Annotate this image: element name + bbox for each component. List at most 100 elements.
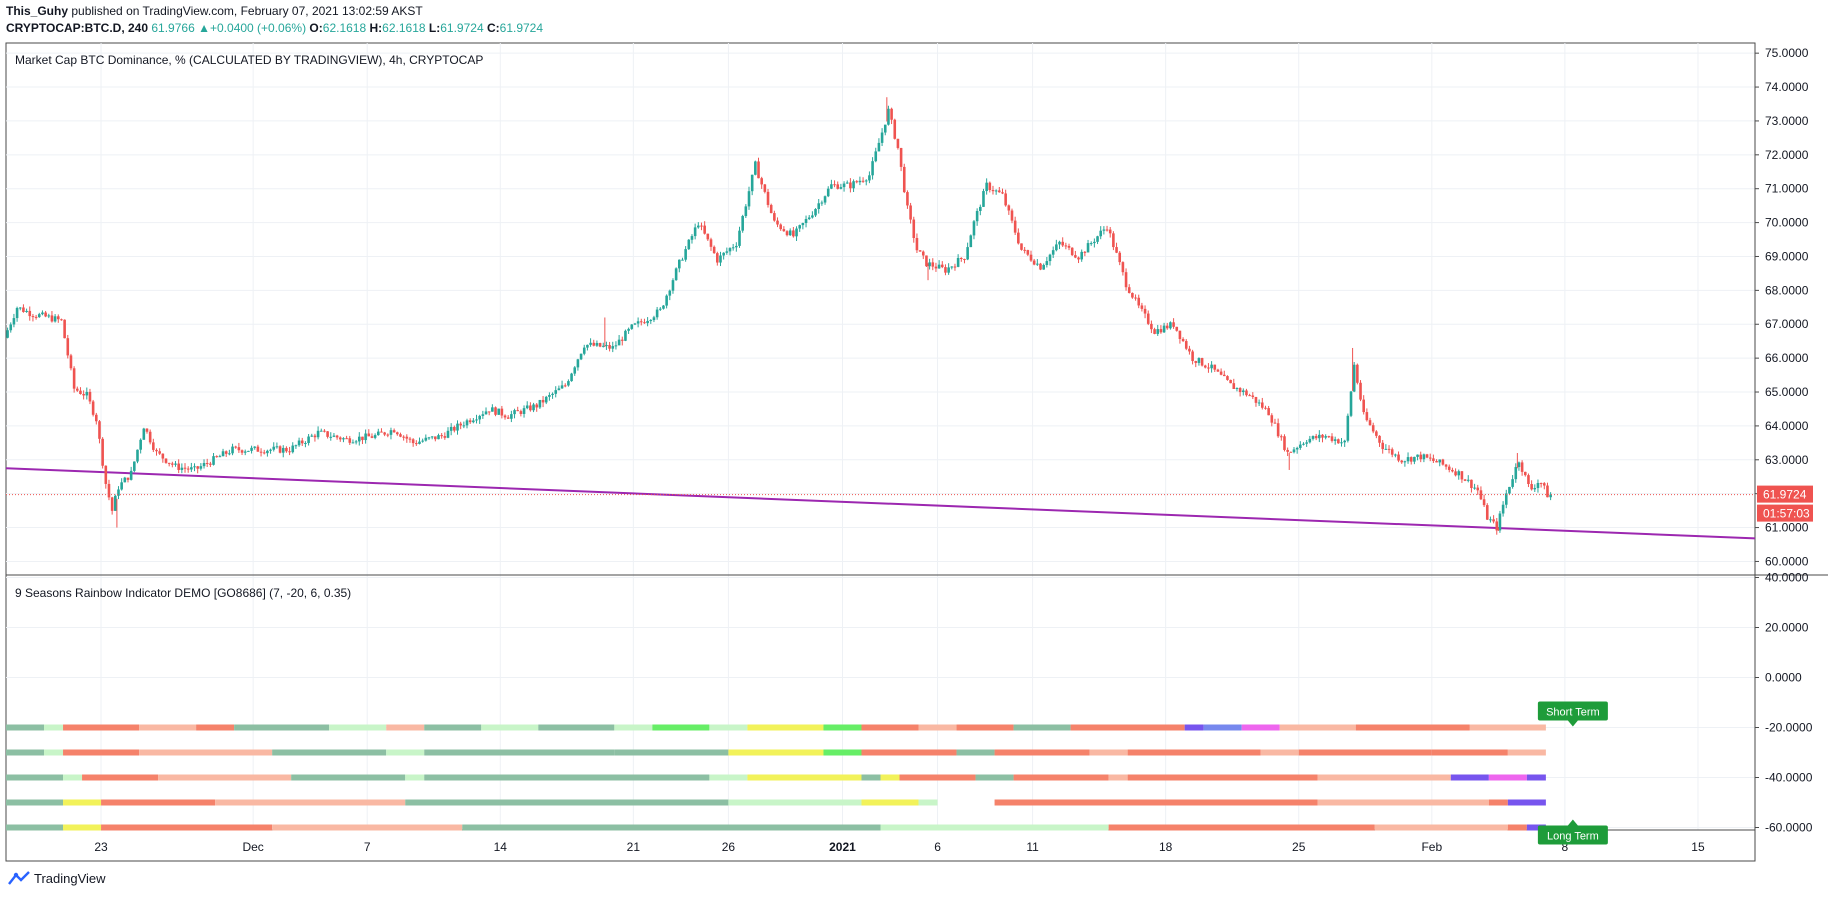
candle-body: [1172, 322, 1175, 327]
indicator-segment: [158, 774, 292, 781]
candle-body: [909, 205, 912, 220]
time-tick-label[interactable]: Dec: [242, 840, 263, 854]
candle-body: [636, 321, 640, 324]
candle-body: [386, 434, 390, 436]
candle-body: [966, 247, 969, 260]
time-tick-label[interactable]: 23: [94, 840, 108, 854]
price-tick-label[interactable]: 64.0000: [1765, 419, 1809, 433]
candle-body: [1333, 439, 1337, 441]
indicator-segment: [1184, 724, 1204, 731]
candle-body: [652, 317, 656, 321]
time-tick-label[interactable]: 18: [1159, 840, 1173, 854]
price-tick-label[interactable]: 63.0000: [1765, 453, 1809, 467]
time-tick-label[interactable]: 8: [1562, 840, 1569, 854]
candle-body: [627, 328, 630, 331]
indicator-tick-label[interactable]: -60.0000: [1765, 821, 1813, 835]
author-name[interactable]: This_Guhy: [6, 4, 69, 18]
candle-body: [1108, 229, 1112, 234]
candle-body: [1305, 442, 1308, 444]
time-tick-label[interactable]: 26: [722, 840, 736, 854]
low-label: L:: [428, 21, 441, 35]
candle-body: [773, 213, 776, 221]
candle-body: [760, 178, 763, 185]
time-tick-label[interactable]: Feb: [1421, 840, 1442, 854]
candle-body: [529, 405, 532, 411]
last-value: 61.9766: [151, 21, 195, 35]
indicator-segment: [1203, 724, 1242, 731]
price-tick-label[interactable]: 61.0000: [1765, 521, 1809, 535]
indicator-segment: [709, 724, 748, 731]
candle-body: [899, 147, 903, 167]
time-axis-labels[interactable]: 23 Dec 7 14 21 26 2021 6 11 18 25 Feb 8 15: [94, 840, 1705, 854]
time-tick-label[interactable]: 7: [364, 840, 371, 854]
price-axis-labels[interactable]: 75.0000 74.0000 73.0000 72.0000 71.0000 70.00…: [1755, 46, 1813, 835]
candle-body: [595, 343, 599, 346]
candle-body: [646, 320, 649, 324]
candle-body: [364, 433, 367, 441]
candle-body: [139, 439, 142, 450]
indicator-tick-label[interactable]: -40.0000: [1765, 771, 1813, 785]
indicator-segment: [918, 799, 938, 806]
candle-body: [706, 233, 710, 240]
long-term-label: Long Term: [1547, 831, 1599, 843]
time-tick-label[interactable]: 6: [934, 840, 941, 854]
price-tick-label[interactable]: 65.0000: [1765, 385, 1809, 399]
candle-body: [1403, 461, 1407, 463]
candle-body: [582, 347, 586, 354]
candle-body: [148, 431, 152, 443]
candle-body: [1213, 364, 1217, 370]
candle-body: [871, 161, 874, 176]
candle-body: [589, 342, 592, 345]
candle-body: [500, 408, 504, 416]
time-tick-label[interactable]: 15: [1691, 840, 1705, 854]
indicator-tick-label[interactable]: 20.0000: [1765, 621, 1809, 635]
candle-body: [510, 414, 513, 419]
candle-body: [1492, 519, 1495, 522]
time-tick-label[interactable]: 25: [1292, 840, 1306, 854]
candle-body: [1067, 245, 1071, 248]
countdown-tag: [1757, 504, 1813, 522]
candle-body: [326, 431, 329, 437]
price-tick-label[interactable]: 72.0000: [1765, 148, 1809, 162]
price-tick-label[interactable]: 67.0000: [1765, 317, 1809, 331]
time-tick-label[interactable]: 14: [494, 840, 508, 854]
candle-body: [120, 482, 123, 490]
candle-body: [1074, 255, 1077, 258]
indicator-tick-label[interactable]: 40.0000: [1765, 571, 1809, 585]
candle-body: [513, 410, 516, 415]
indicator-tick-label[interactable]: 0.0000: [1765, 671, 1802, 685]
candle-body: [576, 359, 580, 368]
candle-body: [212, 456, 215, 465]
support-trendline[interactable]: [5, 467, 1756, 540]
price-tick-label[interactable]: 74.0000: [1765, 80, 1809, 94]
price-tick-label[interactable]: 71.0000: [1765, 182, 1809, 196]
price-tick-label[interactable]: 73.0000: [1765, 114, 1809, 128]
candle-body: [1093, 241, 1096, 244]
candle-body: [468, 420, 472, 423]
price-tick-label[interactable]: 68.0000: [1765, 283, 1809, 297]
candle-body: [1112, 233, 1115, 248]
candle-body: [1324, 436, 1327, 438]
candle-body: [1498, 513, 1502, 531]
candle-body: [522, 408, 526, 414]
time-tick-label[interactable]: 2021: [829, 840, 856, 854]
tradingview-logo[interactable]: TradingView: [8, 870, 106, 886]
price-tick-label[interactable]: 60.0000: [1765, 554, 1809, 568]
price-candles: [6, 97, 1552, 535]
price-tick-label[interactable]: 69.0000: [1765, 249, 1809, 263]
indicator-segment: [63, 774, 83, 781]
candle-body: [823, 196, 827, 203]
main-pane-title: Market Cap BTC Dominance, % (CALCULATED …: [15, 53, 483, 67]
price-tick-label[interactable]: 66.0000: [1765, 351, 1809, 365]
time-tick-label[interactable]: 11: [1026, 840, 1039, 854]
candle-body: [617, 339, 621, 346]
indicator-tick-label[interactable]: -20.0000: [1765, 721, 1813, 735]
candle-body: [1289, 451, 1293, 453]
time-tick-label[interactable]: 21: [627, 840, 641, 854]
price-tick-label[interactable]: 75.0000: [1765, 46, 1809, 60]
candle-body: [79, 390, 82, 394]
candle-body: [833, 184, 836, 186]
price-tick-label[interactable]: 70.0000: [1765, 216, 1809, 230]
candle-body: [861, 180, 865, 182]
